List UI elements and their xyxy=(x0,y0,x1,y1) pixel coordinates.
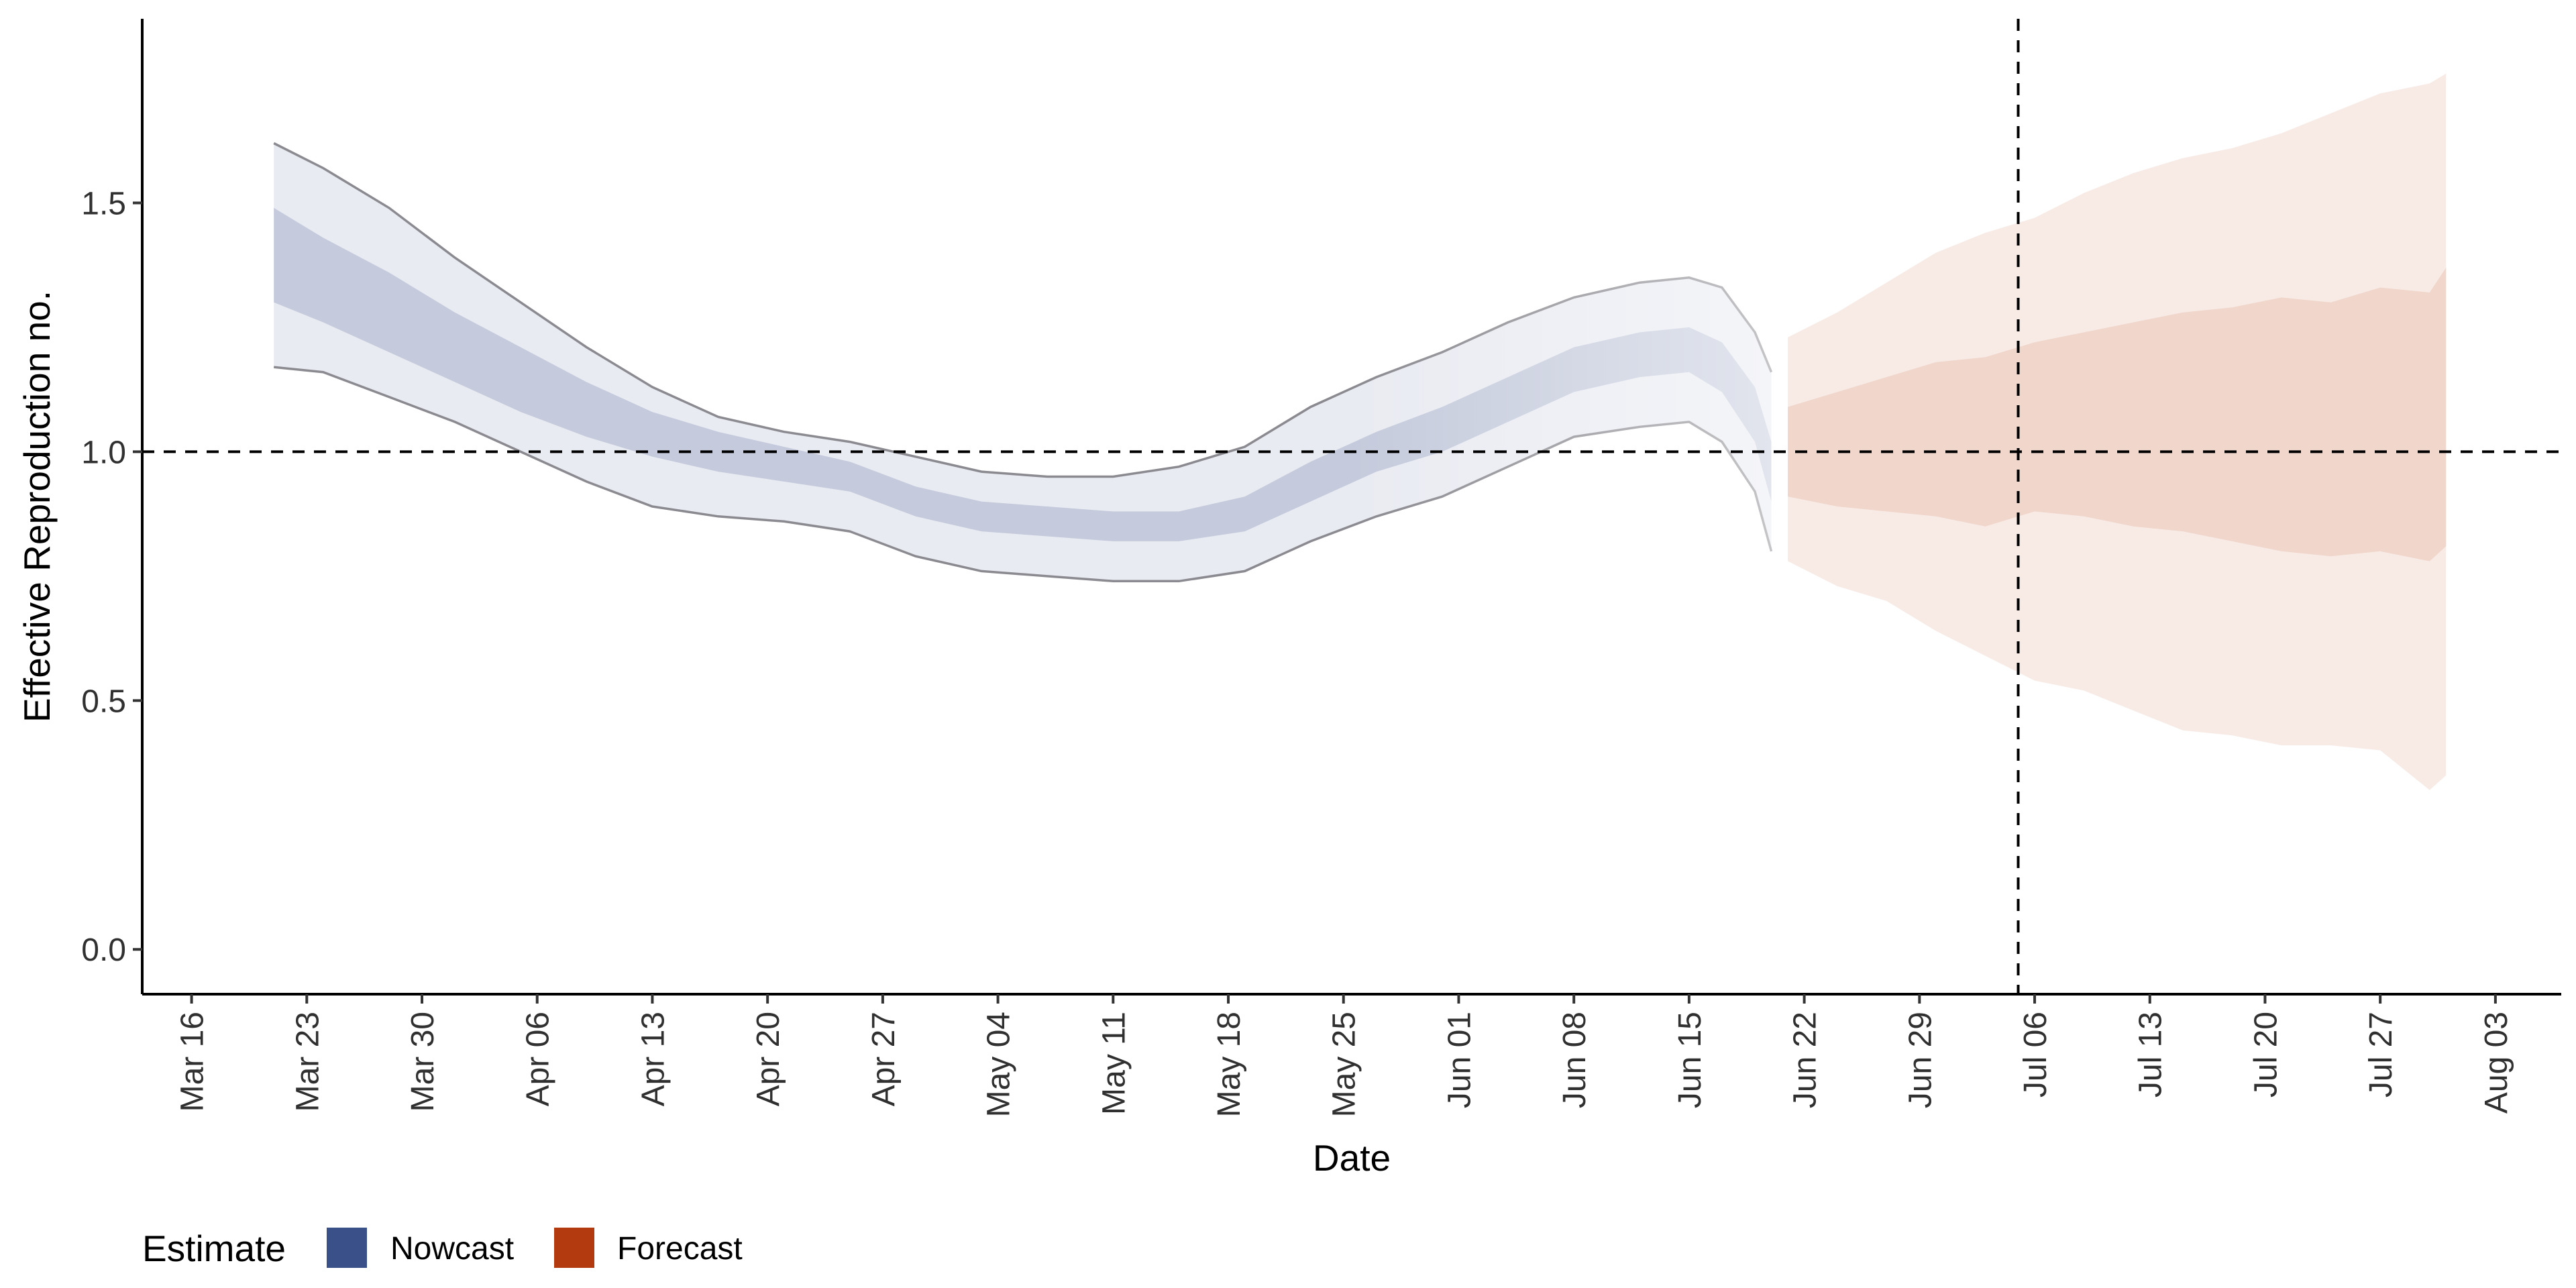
y-tick-label: 0.5 xyxy=(81,684,126,719)
x-tick-label: Mar 30 xyxy=(405,1012,441,1112)
legend-label-forecast: Forecast xyxy=(617,1231,743,1267)
x-tick-label: May 04 xyxy=(981,1012,1017,1117)
legend-key-forecast xyxy=(554,1228,594,1268)
x-tick-label: Apr 27 xyxy=(866,1012,902,1106)
x-tick-label: Aug 03 xyxy=(2479,1012,2514,1114)
legend-key-nowcast xyxy=(327,1228,367,1268)
x-tick-label: Apr 06 xyxy=(521,1012,556,1106)
x-tick-label: Jul 27 xyxy=(2363,1012,2399,1097)
legend: Estimate Nowcast Forecast xyxy=(142,1228,743,1269)
y-ticks: 0.0 0.5 1.0 1.5 xyxy=(81,186,142,968)
x-tick-label: Jun 29 xyxy=(1902,1012,1938,1108)
x-tick-label: Jun 08 xyxy=(1557,1012,1593,1108)
x-axis-title: Date xyxy=(1313,1137,1391,1179)
axes-layer xyxy=(141,19,2561,996)
legend-label-nowcast: Nowcast xyxy=(390,1231,514,1267)
x-tick-label: Jul 20 xyxy=(2248,1012,2284,1097)
x-tick-label: May 18 xyxy=(1212,1012,1247,1117)
forecast-band-50 xyxy=(1788,267,2447,561)
legend-title: Estimate xyxy=(142,1228,286,1269)
x-tick-label: Jun 22 xyxy=(1788,1012,1823,1108)
x-ticks: Mar 16 Mar 23 Mar 30 Apr 06 Apr 13 Apr 20 Apr … xyxy=(175,994,2514,1117)
x-tick-label: Mar 16 xyxy=(175,1012,211,1112)
bound-lines-layer xyxy=(273,19,1773,994)
x-tick-label: Mar 23 xyxy=(290,1012,325,1112)
y-axis-title: Effective Reproduction no. xyxy=(16,290,58,722)
x-tick-label: Apr 20 xyxy=(751,1012,786,1106)
x-tick-label: Jul 13 xyxy=(2133,1012,2169,1097)
reference-lines-layer xyxy=(142,19,2561,994)
nowcast-fade-overlay xyxy=(274,19,1773,994)
x-tick-label: May 25 xyxy=(1327,1012,1362,1117)
x-tick-label: Apr 13 xyxy=(635,1012,671,1106)
y-tick-label: 1.5 xyxy=(81,186,126,221)
x-tick-label: Jun 15 xyxy=(1672,1012,1708,1108)
y-tick-label: 1.0 xyxy=(81,435,126,470)
x-tick-label: Jun 01 xyxy=(1442,1012,1477,1108)
x-tick-label: Jul 06 xyxy=(2018,1012,2053,1097)
y-tick-label: 0.0 xyxy=(81,932,126,968)
x-tick-label: May 11 xyxy=(1096,1012,1132,1115)
